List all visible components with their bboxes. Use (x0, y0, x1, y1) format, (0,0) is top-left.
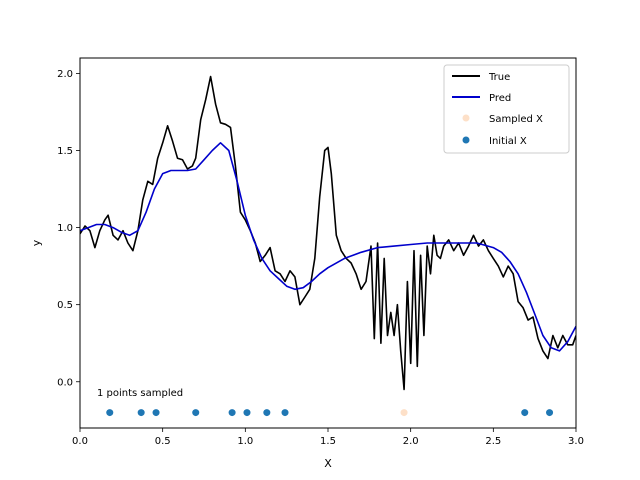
true-series-line (80, 75, 576, 391)
sampled-x-point (400, 409, 408, 417)
x-tick-label: 1.5 (320, 436, 336, 447)
initial-x-point (521, 409, 529, 417)
legend-pred-label: Pred (489, 93, 511, 104)
y-tick-label: 0.5 (57, 300, 73, 311)
initial-x-point (281, 409, 289, 417)
x-axis-label: X (324, 457, 332, 470)
y-tick-label: 0.0 (57, 377, 73, 388)
x-tick-label: 2.0 (403, 436, 419, 447)
x-tick-label: 0.0 (72, 436, 88, 447)
y-tick-label: 1.5 (57, 146, 73, 157)
initial-x-point (228, 409, 236, 417)
legend-sampled-swatch (462, 114, 470, 122)
initial-x-point (243, 409, 251, 417)
legend-box (443, 64, 570, 154)
x-tick-label: 3.0 (568, 436, 584, 447)
x-tick-label: 2.5 (485, 436, 501, 447)
legend-initial-label: Initial X (489, 136, 527, 147)
x-tick-label: 1.0 (237, 436, 253, 447)
legend-sampled-label: Sampled X (489, 114, 543, 125)
initial-x-point (263, 409, 271, 417)
y-axis-label: y (30, 239, 43, 246)
legend-true-label: True (488, 72, 510, 83)
y-tick-label: 1.0 (57, 223, 73, 234)
x-tick-label: 0.5 (155, 436, 171, 447)
sampled-count-annotation: 1 points sampled (97, 388, 183, 399)
initial-x-point (137, 409, 145, 417)
initial-x-point (546, 409, 554, 417)
initial-x-point (192, 409, 200, 417)
legend: True Pred Sampled X Initial X (443, 64, 570, 154)
pred-series-line (80, 142, 576, 352)
legend-initial-swatch (462, 136, 470, 144)
initial-x-point (152, 409, 160, 417)
initial-x-point (106, 409, 114, 417)
y-tick-label: 2.0 (57, 69, 73, 80)
